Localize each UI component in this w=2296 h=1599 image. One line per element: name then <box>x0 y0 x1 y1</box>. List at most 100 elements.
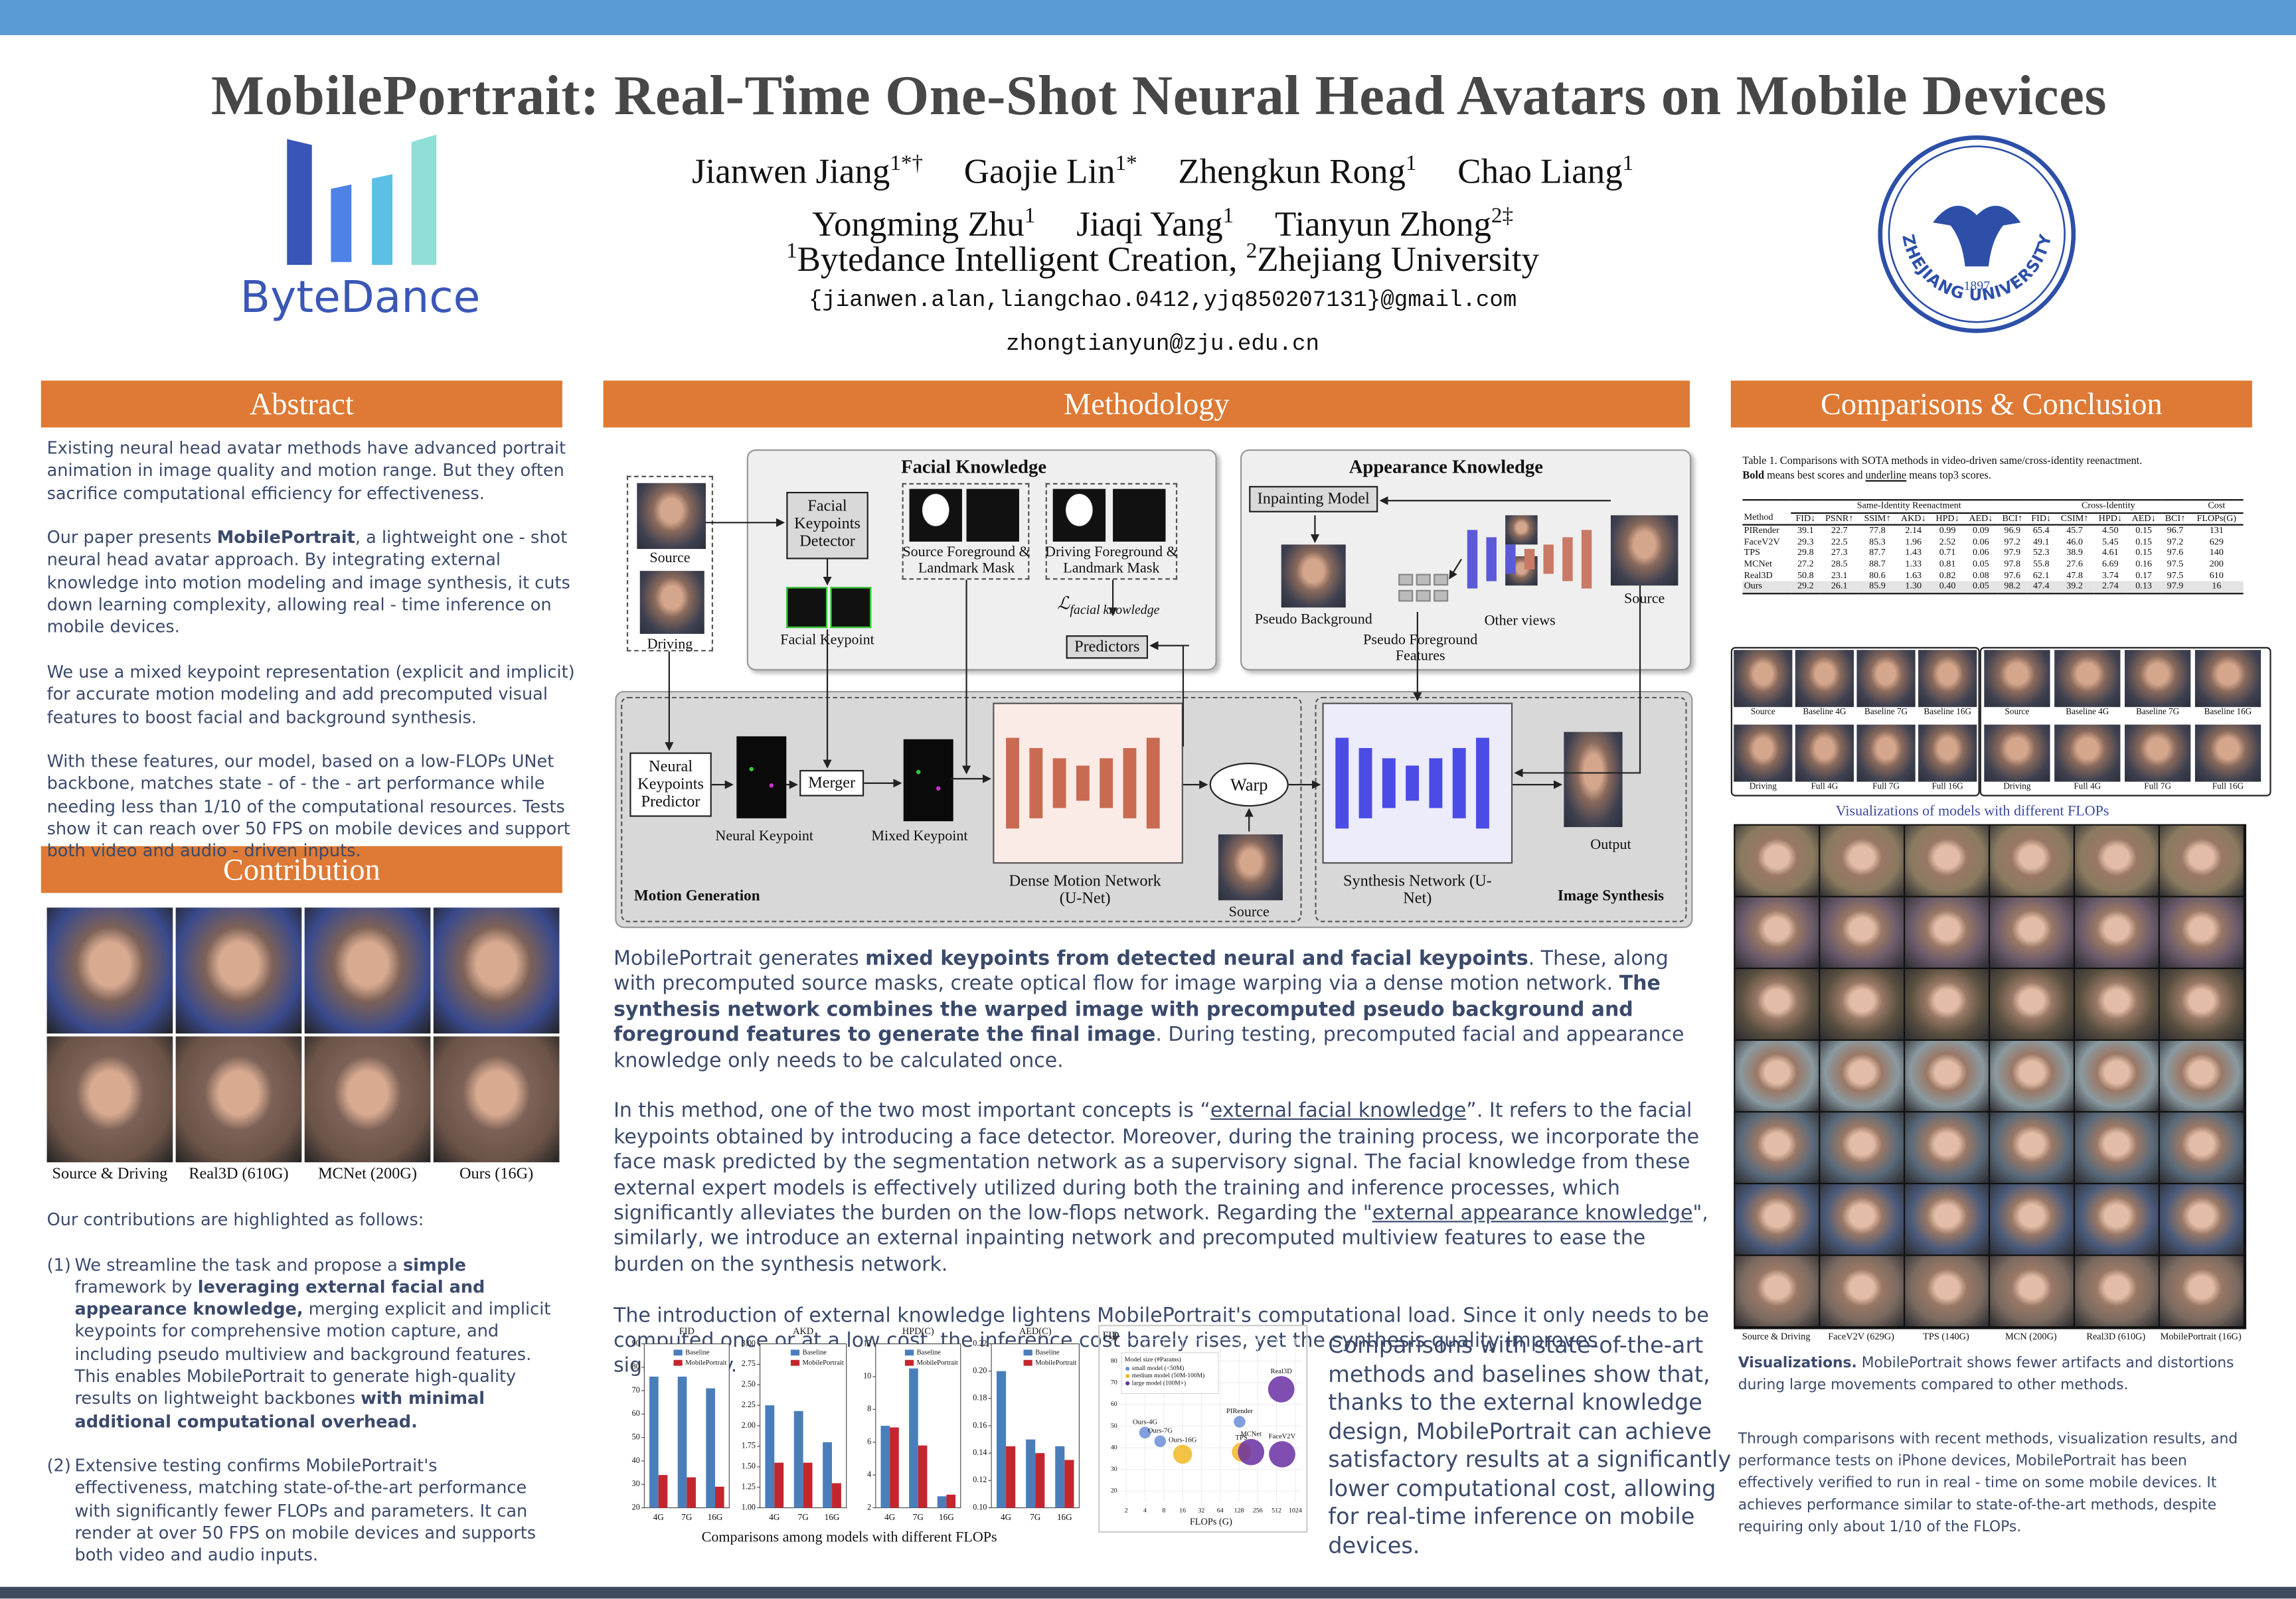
photo <box>1918 650 1977 708</box>
table-cell: 23.1 <box>1831 570 1848 581</box>
y-tick-label: 30 <box>1111 1466 1117 1473</box>
grid-label: Baseline 7G <box>2136 708 2180 718</box>
x-tick-label: 64 <box>1217 1507 1224 1514</box>
author: Chao Liang1 <box>1457 152 1633 192</box>
table-cell: 0.15 <box>2135 536 2152 548</box>
y-tick-label: 0.14 <box>973 1448 987 1457</box>
photo <box>2075 1184 2159 1255</box>
logo-bar <box>287 139 312 266</box>
diagram-label: Merger <box>808 774 856 793</box>
x-tick-label: 7G <box>798 1512 809 1522</box>
table-cell: 0.15 <box>2135 526 2152 536</box>
column-header: Method <box>1742 512 1791 526</box>
feature-cell <box>1416 573 1431 586</box>
section-heading: Methodology <box>603 380 1690 427</box>
photo <box>1734 650 1793 708</box>
diagram-label: Source <box>1228 904 1270 921</box>
table-cell: 6.69 <box>2101 559 2119 570</box>
photo <box>2159 1112 2244 1183</box>
bar <box>996 1371 1007 1508</box>
bar <box>937 1496 947 1508</box>
table-cell: 27.2 <box>1797 559 1814 570</box>
photo <box>1735 825 1819 896</box>
author-name: Jiaqi Yang <box>1076 206 1223 245</box>
photo <box>1735 1041 1819 1111</box>
photo <box>1735 1112 1819 1183</box>
photo <box>1281 544 1346 608</box>
y-tick-label: 2.25 <box>742 1400 756 1409</box>
table-cell: 0.99 <box>1939 526 1956 536</box>
photo <box>2194 724 2261 782</box>
diagram-arrow <box>1514 585 1641 778</box>
table-cell: 2.74 <box>2101 581 2119 592</box>
author-name: Chao Liang <box>1457 153 1623 192</box>
y-tick-label: 40 <box>1111 1444 1117 1451</box>
method-text: MobilePortrait generates mixed keypoints… <box>614 947 1712 1406</box>
legend-label: Baseline <box>803 1349 827 1357</box>
table-cell: 29.8 <box>1797 548 1814 559</box>
table-cell: 96.9 <box>2004 526 2021 536</box>
bytedance-logo: ByteDance <box>240 134 480 323</box>
point <box>1238 1438 1265 1466</box>
y-tick-label: 0.12 <box>973 1475 987 1484</box>
table-cell: 38.9 <box>2066 548 2083 559</box>
keypoint-image <box>903 739 953 822</box>
photo <box>1990 825 2074 896</box>
table-cell: 5.45 <box>2101 536 2119 548</box>
diagram-box <box>786 492 868 560</box>
table: Same-Identity Reenactment Cross-Identity C… <box>1742 499 2244 594</box>
text-run: Visualizations. <box>1738 1355 1857 1372</box>
text-run: We use a mixed keypoint representation (… <box>46 661 575 727</box>
author-name: Yongming Zhu <box>812 206 1025 245</box>
x-tick-label: 16 <box>1179 1507 1186 1514</box>
x-tick-label: 256 <box>1253 1507 1263 1514</box>
column-header: AED↓ <box>2127 512 2161 526</box>
diagram-label: Pseudo Background <box>1254 611 1372 629</box>
section-heading: Abstract <box>41 380 562 427</box>
table-cell: 3.74 <box>2101 570 2119 581</box>
text-run: means best scores and <box>1764 468 1866 482</box>
table-cell: 0.09 <box>1973 526 1989 536</box>
author: Yongming Zhu1 <box>812 205 1035 245</box>
table-cell: Ours <box>1744 581 1763 592</box>
y-tick-label: 90 <box>1111 1335 1117 1343</box>
bar <box>649 1376 659 1508</box>
photo <box>1564 731 1623 828</box>
y-tick-label: 70 <box>632 1385 640 1395</box>
diagram-label: Inpainting Model <box>1257 490 1370 508</box>
table-cell: 52.3 <box>2032 548 2050 559</box>
bar <box>793 1410 803 1508</box>
diagram-label: Output <box>1590 837 1631 854</box>
y-tick-label: 80 <box>1111 1357 1117 1365</box>
photo <box>1734 724 1793 782</box>
unet-layer <box>1123 747 1137 818</box>
table-cell: 29.3 <box>1797 536 1814 548</box>
diagram-label: Pseudo Foreground Features <box>1363 632 1478 665</box>
caption-line: Table 1. Comparisons with SOTA methods i… <box>1742 453 2143 467</box>
photo <box>1795 650 1854 708</box>
bar <box>918 1445 928 1508</box>
results-table: Same-Identity Reenactment Cross-Identity C… <box>1742 499 2244 594</box>
legend-marker <box>1125 1381 1130 1386</box>
legend-marker <box>1125 1366 1130 1371</box>
grid-label: Full 7G <box>2144 783 2172 793</box>
legend-label: MobilePortrait <box>803 1359 844 1367</box>
author: Jianwen Jiang1*† <box>692 152 923 192</box>
table-cell: 87.7 <box>1869 548 1886 559</box>
photo <box>2075 825 2159 896</box>
diagram-label: Synthesis Network (U-Net) <box>1343 872 1492 908</box>
photo <box>1905 1184 1989 1255</box>
author-mark: 1*† <box>890 152 923 176</box>
table-cell: 0.13 <box>2135 581 2152 592</box>
table-cell: 0.06 <box>1973 548 1989 559</box>
y-tick-label: 90 <box>632 1338 640 1347</box>
figure-label: Ours (16G) <box>459 1165 534 1183</box>
table-cell: 1.96 <box>1905 536 1922 548</box>
text-run: MobilePortrait <box>216 527 355 548</box>
y-tick-label: 4 <box>867 1470 871 1479</box>
x-tick-label: 512 <box>1271 1507 1281 1514</box>
photo <box>1990 1256 2074 1327</box>
x-tick-label: 128 <box>1234 1507 1244 1514</box>
point-label: Ours-16G <box>1169 1436 1197 1444</box>
